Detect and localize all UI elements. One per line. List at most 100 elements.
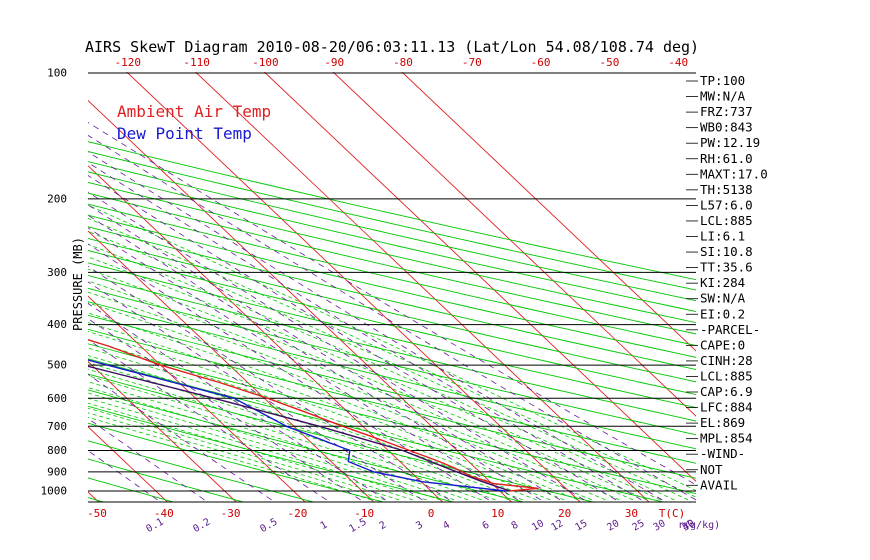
mixing-ratio-label: 12 — [549, 518, 565, 534]
x-axis-unit-label: T(C) — [659, 507, 686, 520]
moist-adiabat-line — [88, 230, 689, 501]
mixing-ratio-line — [88, 121, 696, 486]
mixing-ratio-line — [88, 227, 518, 501]
isotherm-line — [0, 72, 30, 502]
pressure-tick-label: 100 — [47, 67, 67, 80]
mixing-ratio-line — [88, 214, 542, 501]
moist-adiabat-line — [88, 375, 482, 501]
index-entry: EL:869 — [700, 415, 745, 430]
moist-adiabat-line — [88, 331, 565, 501]
y-axis-label-group: PRESSURE (MB) — [71, 237, 85, 331]
dry-adiabat-line — [88, 262, 696, 409]
dry-adiabat-line — [88, 440, 316, 502]
index-entry: WB0:843 — [700, 120, 753, 135]
profile-series — [88, 338, 539, 492]
index-entry: MAXT:17.0 — [700, 166, 768, 181]
mixing-ratio-label: 4 — [441, 520, 452, 533]
mixing-ratio-label: 1 — [319, 520, 330, 533]
index-entry: PW:12.19 — [700, 135, 760, 150]
dry-adiabat-line — [88, 422, 386, 502]
moist-adiabat-line — [88, 322, 579, 501]
index-entry: LCL:885 — [700, 213, 753, 228]
bottom-temp-tick-label: 30 — [625, 507, 638, 520]
index-entry: LI:6.1 — [700, 229, 745, 244]
moist-adiabat-line — [88, 204, 696, 491]
top-temp-tick-label: -100 — [252, 56, 279, 69]
dry-adiabat-line — [88, 141, 696, 281]
index-entry: KI:284 — [700, 275, 745, 290]
dry-adiabat-line — [88, 192, 696, 335]
mixing-ratio-label: 0.2 — [191, 517, 212, 536]
index-entry: -WIND- — [700, 446, 745, 461]
dry-adiabat-line — [88, 301, 696, 450]
mixing-ratio-label: 2 — [378, 520, 389, 533]
isotherm-line — [126, 72, 581, 502]
top-temp-tick-label: -90 — [324, 56, 344, 69]
dry-adiabat-line — [88, 214, 696, 358]
dry-adiabat-line — [88, 274, 696, 422]
dry-adiabat-line — [88, 203, 696, 346]
pressure-tick-label: 1000 — [41, 485, 68, 498]
index-entry: TP:100 — [700, 73, 745, 88]
mixing-ratio-line — [88, 281, 423, 501]
series-line-ambient-air-temp — [88, 338, 539, 492]
index-entry: CAPE:0 — [700, 337, 745, 352]
mixing-ratio-unit-label: r(g/kg) — [678, 520, 720, 531]
mixing-ratio-label: 30 — [652, 518, 668, 534]
index-entry: NOT — [700, 462, 723, 477]
moist-adiabat-line — [88, 217, 696, 498]
stability-indices: TP:100MW:N/AFRZ:737WB0:843PW:12.19RH:61.… — [686, 73, 768, 492]
moist-adiabat-line — [88, 268, 647, 501]
mixing-ratio-label: 0.5 — [258, 517, 279, 536]
moist-adiabat-line — [88, 339, 551, 501]
moist-adiabat-line — [88, 312, 592, 501]
index-entry: SW:N/A — [700, 291, 746, 306]
dry-adiabat-line — [88, 181, 696, 324]
dry-adiabat-line — [88, 250, 696, 396]
top-temp-tick-label: -40 — [668, 56, 688, 69]
dry-adiabat-line — [88, 287, 696, 436]
mixing-ratio-line — [88, 303, 386, 501]
dry-adiabat-line — [88, 328, 696, 479]
bottom-temp-tick-label: 20 — [558, 507, 571, 520]
mixing-ratio-label: 8 — [510, 520, 521, 533]
dry-adiabat-line — [88, 151, 696, 291]
pressure-tick-label: 800 — [47, 444, 67, 457]
moist-adiabat-line — [88, 381, 469, 501]
moist-adiabat-line — [88, 387, 455, 501]
index-entry: TH:5138 — [700, 182, 753, 197]
index-entry: RH:61.0 — [700, 151, 753, 166]
moist-adiabat-line — [88, 243, 675, 501]
dry-adiabat-line — [88, 477, 176, 502]
mixing-ratio-line — [88, 162, 642, 501]
index-entry: MPL:854 — [700, 431, 753, 446]
dry-adiabat-line — [88, 373, 596, 502]
chart-title: AIRS SkewT Diagram 2010-08-20/06:03:11.1… — [85, 38, 699, 56]
mixing-ratio-line — [88, 191, 585, 501]
moist-adiabat-line — [88, 402, 413, 501]
mixing-ratio-label: 25 — [631, 518, 647, 534]
dry-adiabat-line — [88, 161, 696, 302]
bottom-temp-tick-label: -50 — [87, 507, 107, 520]
pressure-tick-label: 700 — [47, 420, 67, 433]
pressure-tick-label: 300 — [47, 266, 67, 279]
isotherm-line — [88, 295, 306, 502]
index-entry: TT:35.6 — [700, 260, 753, 275]
isotherm-line — [88, 99, 512, 502]
dry-adiabat-line — [88, 171, 696, 312]
mixing-ratio-line — [88, 204, 561, 501]
index-entry: AVAIL — [700, 477, 738, 492]
pressure-tick-label: 500 — [47, 359, 67, 372]
pressure-tick-label: 200 — [47, 192, 67, 205]
top-temp-tick-label: -60 — [531, 56, 551, 69]
y-axis-label: PRESSURE (MB) — [71, 237, 85, 331]
isotherm-line — [332, 72, 696, 417]
top-temp-tick-label: -110 — [183, 56, 210, 69]
mixing-ratio-label: 15 — [574, 518, 590, 534]
mixing-ratio-label: 40 — [681, 518, 697, 534]
index-entry: -PARCEL- — [700, 322, 760, 337]
index-entry: LCL:885 — [700, 368, 753, 383]
mixing-ratio-line — [88, 175, 617, 501]
